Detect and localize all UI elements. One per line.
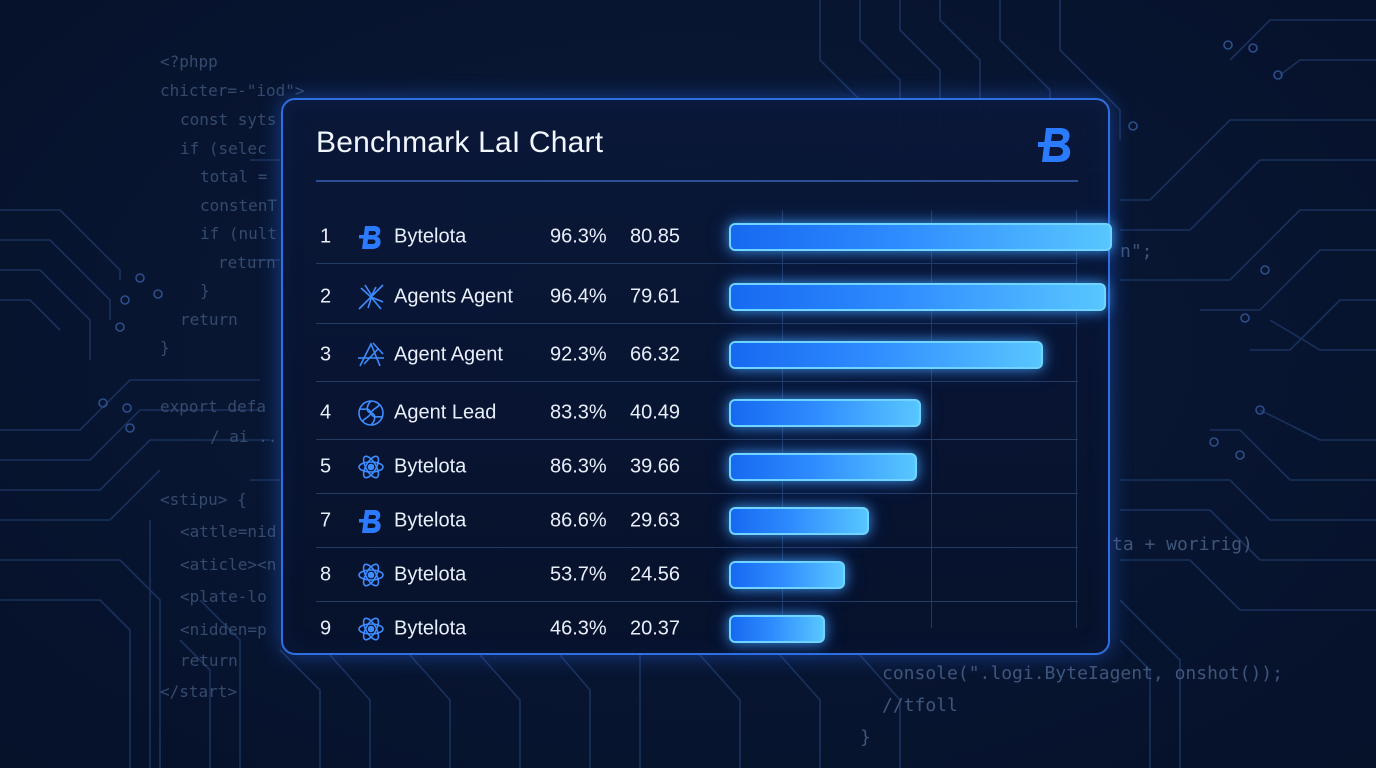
- row-name: Bytelota: [394, 455, 467, 477]
- row-name: Bytelota: [394, 617, 467, 640]
- bytelota-b-logo-icon: [1038, 128, 1071, 162]
- background-code-line: total =: [200, 167, 268, 186]
- background-code-line: ta + woririg): [1112, 534, 1253, 555]
- background-code-line: chicter=-"iod">: [160, 81, 305, 100]
- chart-panel: Benchmark LaI Chart 1 Bytelota 96.3% 80.85 2…: [281, 98, 1112, 656]
- table-row: 9 Bytelota 46.3% 20.37: [316, 602, 1078, 656]
- table-row: 8 Bytelota 53.7% 24.56: [316, 548, 1078, 602]
- row-score: 20.37: [630, 617, 681, 640]
- background-code-line: <plate-lo: [180, 587, 267, 606]
- background-code-line: }: [160, 338, 170, 357]
- gridline: [931, 210, 932, 628]
- agent-lead-knot-icon: [356, 398, 386, 428]
- background-code-line: return: [180, 310, 238, 329]
- background-code-line: console(".logi.ByteIagent, onshot());: [882, 663, 1283, 684]
- row-percent: 46.3%: [550, 617, 607, 640]
- background-code-line: if (selec: [180, 139, 267, 158]
- background-code-line: <stipu> {: [160, 490, 247, 509]
- background-code-line: n";: [1120, 241, 1153, 262]
- row-name: Bytelota: [394, 225, 467, 247]
- background-code-line: }: [200, 281, 210, 300]
- gridline: [1076, 210, 1077, 628]
- score-bar: [729, 340, 1043, 369]
- background-code-line: //tfoll: [882, 695, 958, 716]
- row-name: Agents Agent: [394, 285, 513, 307]
- table-row: 7 Bytelota 86.6% 29.63: [316, 494, 1078, 548]
- row-percent: 92.3%: [550, 343, 607, 365]
- background-code-line: return: [218, 253, 276, 272]
- row-rank: 4: [320, 401, 332, 423]
- row-percent: 96.4%: [550, 285, 607, 307]
- row-percent: 96.3%: [550, 225, 607, 247]
- row-percent: 86.6%: [550, 509, 607, 531]
- row-percent: 53.7%: [550, 563, 607, 585]
- background-code-line: }: [860, 727, 871, 748]
- row-name: Agent Lead: [394, 401, 497, 423]
- atom-icon: [356, 560, 386, 590]
- score-bar: [729, 506, 869, 535]
- row-rank: 5: [320, 455, 332, 477]
- row-percent: 83.3%: [550, 401, 607, 423]
- score-bar: [729, 615, 825, 643]
- background-code-line: <aticle><n: [180, 555, 277, 574]
- atom-icon: [356, 452, 386, 482]
- bytelota-b-icon: [356, 222, 386, 252]
- background-code-line: <?phpp: [160, 52, 218, 71]
- score-bar: [729, 222, 1112, 251]
- background-code-line: </start>: [160, 682, 238, 701]
- row-score: 80.85: [630, 225, 681, 247]
- row-score: 24.56: [630, 563, 681, 585]
- score-bar: [729, 398, 921, 427]
- row-score: 66.32: [630, 343, 681, 365]
- row-name: Bytelota: [394, 563, 467, 585]
- row-name: Agent Agent: [394, 343, 503, 365]
- row-rank: 1: [320, 225, 332, 247]
- score-bar: [729, 452, 917, 481]
- row-score: 29.63: [630, 509, 681, 531]
- score-bar: [729, 560, 845, 589]
- score-bar: [729, 282, 1106, 311]
- agents-agent-icon: [356, 282, 386, 312]
- row-rank: 3: [320, 343, 332, 365]
- table-row: 2 Agents Agent 96.4% 79.61: [316, 270, 1106, 324]
- background-code-line: / ai ..: [210, 427, 278, 446]
- background-code-line: <attle=nid: [180, 522, 277, 541]
- row-rank: 7: [320, 509, 332, 531]
- row-rank: 8: [320, 563, 332, 585]
- table-row: 1 Bytelota 96.3% 80.85: [316, 210, 1112, 264]
- background-code-line: <nidden=p: [180, 620, 267, 639]
- title-divider: [316, 180, 1078, 182]
- table-row: 3 Agent Agent 92.3% 66.32: [316, 328, 1078, 382]
- row-score: 40.49: [630, 401, 681, 423]
- chart-title: Benchmark LaI Chart: [316, 126, 604, 159]
- table-row: 4 Agent Lead 83.3% 40.49: [316, 386, 1078, 440]
- atom-icon: [356, 614, 386, 644]
- background-code-line: constenT: [200, 196, 278, 215]
- background-code-line: return: [180, 651, 238, 670]
- row-name: Bytelota: [394, 509, 467, 531]
- row-percent: 86.3%: [550, 455, 607, 477]
- bytelota-b-icon: [356, 506, 386, 536]
- background-code-line: if (nult: [200, 224, 278, 243]
- row-score: 79.61: [630, 285, 681, 307]
- table-row: 5 Bytelota 86.3% 39.66: [316, 440, 1078, 494]
- agent-agent-icon: [356, 340, 386, 370]
- row-rank: 2: [320, 285, 332, 307]
- background-code-line: export defa: [160, 397, 266, 416]
- background-code-line: const syts: [180, 110, 277, 129]
- row-rank: 9: [320, 617, 332, 640]
- row-score: 39.66: [630, 455, 681, 477]
